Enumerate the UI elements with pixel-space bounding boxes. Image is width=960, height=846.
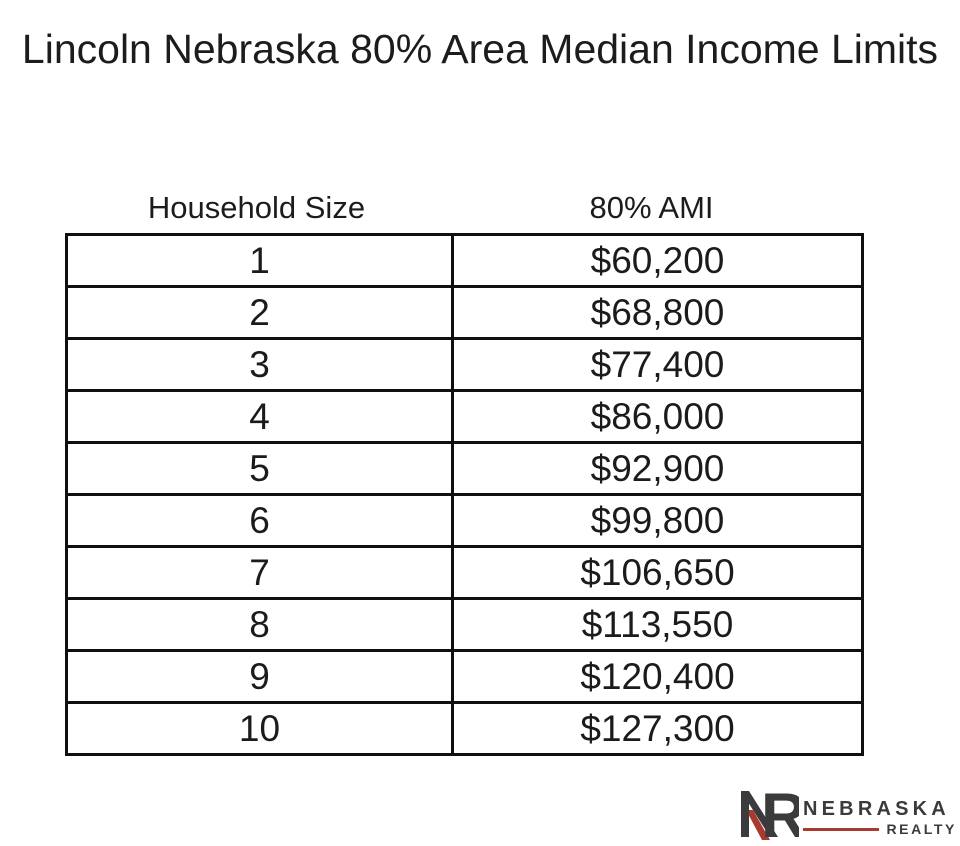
logo-subtitle-row: REALTY: [803, 822, 957, 836]
household-size-cell: 4: [65, 389, 454, 444]
table-row: 5 $92,900: [65, 441, 864, 496]
nr-monogram-icon: R: [741, 789, 799, 843]
ami-value-cell: $68,800: [451, 285, 864, 340]
table-row: 8 $113,550: [65, 597, 864, 652]
monogram-n-stem: [741, 791, 749, 837]
table-row: 1 $60,200: [65, 233, 864, 288]
column-header-80-ami-label: 80% AMI: [589, 190, 714, 225]
ami-table: 1 $60,200 2 $68,800 3 $77,400 4 $86,000 …: [65, 233, 864, 756]
ami-value-cell: $106,650: [451, 545, 864, 600]
table-row: 7 $106,650: [65, 545, 864, 600]
ami-value-cell: $120,400: [451, 649, 864, 704]
table-row: 3 $77,400: [65, 337, 864, 392]
column-headers: Household Size 80% AMI: [65, 186, 855, 230]
monogram-n-diagonal: [741, 791, 778, 837]
ami-value-cell: $113,550: [451, 597, 864, 652]
household-size-cell: 6: [65, 493, 454, 548]
ami-value-cell: $77,400: [451, 337, 864, 392]
table-row: 4 $86,000: [65, 389, 864, 444]
table-row: 6 $99,800: [65, 493, 864, 548]
page-title: Lincoln Nebraska 80% Area Median Income …: [21, 26, 939, 72]
logo-text: NEBRASKA REALTY: [803, 798, 957, 836]
column-header-household-size: Household Size: [65, 186, 448, 230]
column-header-80-ami: 80% AMI: [448, 186, 855, 230]
household-size-cell: 10: [65, 701, 454, 756]
logo-brand-name: NEBRASKA: [803, 798, 950, 820]
ami-value-cell: $60,200: [451, 233, 864, 288]
table-row: 9 $120,400: [65, 649, 864, 704]
table-row: 10 $127,300: [65, 701, 864, 756]
monogram-r-letter: R: [761, 789, 799, 843]
household-size-cell: 7: [65, 545, 454, 600]
ami-value-cell: $86,000: [451, 389, 864, 444]
monogram-red-slash: [746, 810, 770, 840]
household-size-cell: 8: [65, 597, 454, 652]
household-size-cell: 3: [65, 337, 454, 392]
column-header-household-size-label: Household Size: [147, 190, 366, 225]
household-size-cell: 5: [65, 441, 454, 496]
household-size-cell: 1: [65, 233, 454, 288]
household-size-cell: 2: [65, 285, 454, 340]
logo-division-name: REALTY: [886, 821, 957, 837]
ami-value-cell: $127,300: [451, 701, 864, 756]
nebraska-realty-logo: R NEBRASKA REALTY: [729, 780, 960, 846]
logo-red-rule: [803, 827, 880, 831]
ami-value-cell: $92,900: [451, 441, 864, 496]
ami-value-cell: $99,800: [451, 493, 864, 548]
household-size-cell: 9: [65, 649, 454, 704]
table-row: 2 $68,800: [65, 285, 864, 340]
